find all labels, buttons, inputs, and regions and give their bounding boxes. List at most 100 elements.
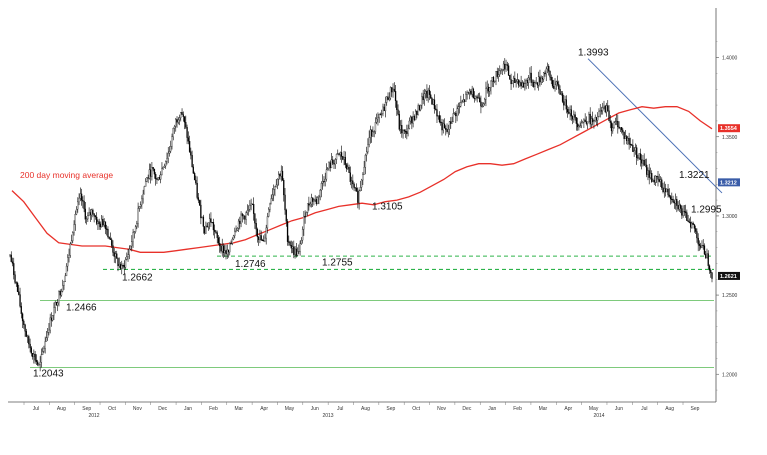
- price-bar: [186, 124, 188, 145]
- price-bar: [476, 94, 478, 103]
- price-bar: [669, 195, 672, 205]
- price-bar: [128, 245, 130, 260]
- price-bar: [389, 86, 392, 101]
- price-bar-body: [355, 187, 358, 192]
- price-bar: [211, 221, 213, 224]
- price-bar-body: [585, 121, 588, 124]
- price-bar-body: [551, 80, 554, 87]
- price-bar-body: [155, 174, 157, 180]
- price-bar: [590, 115, 593, 128]
- price-bar-body: [38, 364, 40, 366]
- price-bar: [294, 245, 296, 259]
- price-bar-body: [594, 117, 596, 122]
- price-bar: [705, 251, 707, 259]
- price-bar-body: [636, 147, 638, 158]
- price-bar: [138, 206, 140, 212]
- price-bar: [497, 68, 500, 82]
- price-bar: [90, 208, 93, 220]
- price-bar-body: [437, 115, 439, 117]
- price-bar-body: [109, 238, 112, 240]
- price-bar-body: [77, 201, 79, 210]
- price-bar: [126, 252, 128, 261]
- price-bar-body: [610, 122, 613, 132]
- price-bar: [707, 250, 709, 270]
- price-bar: [124, 257, 127, 270]
- price-bar: [345, 162, 348, 172]
- price-bar-body: [563, 101, 565, 106]
- price-bar: [378, 113, 380, 123]
- price-bar: [451, 116, 453, 124]
- price-bar: [244, 215, 246, 224]
- price-bar: [298, 244, 300, 255]
- price-bar-body: [570, 109, 572, 117]
- price-bar: [510, 73, 512, 91]
- price-bar-body: [23, 320, 25, 325]
- price-bar-body: [688, 221, 691, 223]
- price-bar: [363, 160, 365, 175]
- price-bar: [162, 166, 164, 170]
- price-bar-body: [451, 121, 453, 124]
- price-bar: [477, 93, 480, 99]
- price-bar: [45, 330, 48, 342]
- price-bar: [480, 95, 482, 114]
- price-bar: [343, 150, 345, 166]
- price-bar-body: [313, 200, 315, 202]
- price-bar-body: [84, 208, 86, 220]
- price-bar: [60, 288, 63, 297]
- price-bar: [632, 139, 634, 152]
- price-bar: [344, 151, 346, 168]
- price-bar: [652, 178, 654, 183]
- price-bar-body: [387, 96, 389, 100]
- price-bar-body: [442, 123, 444, 131]
- price-bar-body: [165, 161, 167, 167]
- price-bar: [693, 223, 696, 233]
- price-bar: [89, 209, 92, 223]
- price-bar: [269, 202, 271, 213]
- price-bar-body: [669, 196, 672, 200]
- price-bar-body: [641, 159, 643, 164]
- price-bar-body: [521, 82, 524, 87]
- price-bar-body: [358, 190, 360, 203]
- price-bar-body: [349, 172, 351, 182]
- price-bar: [687, 214, 689, 223]
- price-bar-body: [68, 255, 70, 258]
- price-bar-body: [485, 88, 487, 100]
- price-bar-body: [119, 264, 122, 269]
- price-bar: [553, 79, 555, 90]
- price-bar-body: [107, 228, 109, 238]
- price-bar: [607, 100, 609, 112]
- price-bar-body: [421, 96, 423, 106]
- x-tick-label: Nov: [437, 406, 446, 412]
- price-bar: [320, 181, 323, 198]
- price-bar: [107, 226, 109, 239]
- price-bar-body: [525, 80, 527, 84]
- price-bar: [416, 110, 418, 119]
- price-bar: [644, 158, 647, 168]
- price-bar: [452, 108, 454, 123]
- price-bar-body: [217, 237, 220, 244]
- price-bar: [116, 250, 118, 259]
- price-bar-body: [214, 229, 216, 232]
- price-bar-body: [13, 263, 15, 275]
- price-bar-body: [426, 91, 428, 98]
- price-bar-body: [72, 232, 74, 242]
- value-badge-label: 1.2621: [720, 274, 737, 280]
- price-bar-body: [69, 243, 71, 256]
- value-badge-box: [718, 271, 740, 280]
- price-bar-body: [186, 127, 188, 138]
- price-bar: [16, 281, 19, 293]
- price-bar: [580, 119, 583, 129]
- price-bar: [236, 227, 238, 232]
- price-bar: [65, 263, 68, 277]
- price-bar: [139, 201, 142, 209]
- price-bar-body: [458, 106, 461, 108]
- price-bar-body: [304, 216, 306, 218]
- price-bar: [289, 240, 291, 247]
- price-bar-body: [622, 129, 624, 133]
- price-bar-body: [112, 245, 114, 253]
- price-bar: [617, 114, 619, 134]
- price-bar: [332, 155, 334, 165]
- price-bar: [648, 163, 650, 185]
- price-bar-body: [156, 178, 158, 180]
- price-bar: [113, 247, 115, 263]
